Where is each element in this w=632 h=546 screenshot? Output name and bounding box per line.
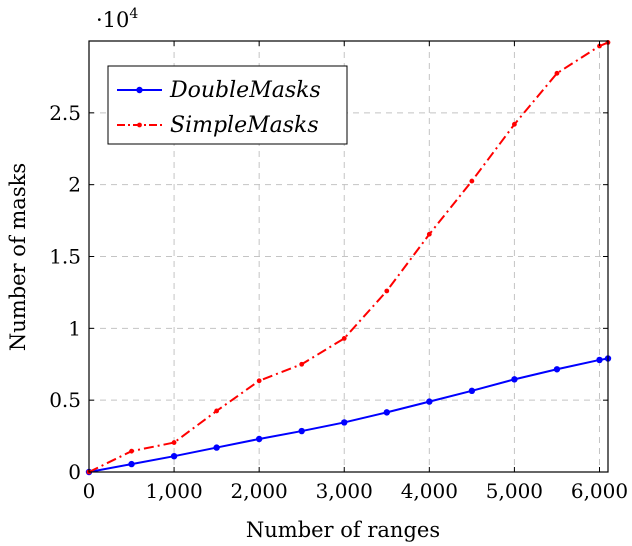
y-scale-base: ·10 xyxy=(96,8,129,32)
data-point-doublemasks xyxy=(170,452,178,460)
data-point-simplemasks xyxy=(214,408,220,414)
data-point-doublemasks xyxy=(468,387,476,395)
data-point-doublemasks xyxy=(255,435,263,443)
data-point-doublemasks xyxy=(596,356,603,364)
data-point-simplemasks xyxy=(554,70,560,76)
y-scale-factor: ·104 xyxy=(96,6,138,32)
x-tick-label: 4,000 xyxy=(401,479,458,503)
data-point-simplemasks xyxy=(341,335,347,341)
y-tick-label: 2.5 xyxy=(49,101,81,125)
data-point-simplemasks xyxy=(171,440,177,445)
data-point-doublemasks xyxy=(553,366,561,373)
x-tick-label: 2,000 xyxy=(231,479,288,503)
data-point-simplemasks xyxy=(256,378,262,384)
legend-label-simplemasks: SimpleMasks xyxy=(170,113,319,138)
x-tick-label: 0 xyxy=(83,479,96,503)
y-scale-exponent: 4 xyxy=(129,6,138,22)
data-point-doublemasks xyxy=(511,376,518,383)
legend: DoubleMasks SimpleMasks xyxy=(107,65,348,145)
x-tick-label: 6,000 xyxy=(571,479,628,503)
legend-marker-doublemasks xyxy=(136,86,143,94)
x-tick-label: 5,000 xyxy=(486,479,543,503)
data-point-simplemasks xyxy=(597,43,602,49)
x-tick-label: 1,000 xyxy=(145,479,202,503)
y-tick-label: 2 xyxy=(68,173,81,197)
legend-box xyxy=(107,65,348,145)
data-point-simplemasks xyxy=(299,361,305,367)
legend-marker-simplemasks xyxy=(137,122,142,128)
data-point-simplemasks xyxy=(129,448,134,454)
data-point-doublemasks xyxy=(128,460,135,468)
data-point-simplemasks xyxy=(512,121,517,127)
y-tick-label: 0.5 xyxy=(49,388,81,412)
y-tick-label: 1 xyxy=(68,316,81,340)
data-point-doublemasks xyxy=(341,419,348,426)
data-point-doublemasks xyxy=(426,398,433,405)
legend-item-doublemasks: DoubleMasks xyxy=(117,78,321,103)
legend-label-doublemasks: DoubleMasks xyxy=(169,78,321,103)
data-point-doublemasks xyxy=(383,409,390,416)
series-line-simplemasks xyxy=(88,41,609,473)
x-tick-label: 3,000 xyxy=(316,479,373,503)
y-axis-label: Number of masks xyxy=(6,163,30,351)
series-doublemasks xyxy=(85,355,612,476)
x-axis-label: Number of ranges xyxy=(246,518,440,542)
axis-ticks: 0 1,000 2,000 3,000 4,000 5,000 6,000 0 0.5 1 1.5 2… xyxy=(49,41,628,503)
legend-item-simplemasks: SimpleMasks xyxy=(117,113,319,138)
y-tick-label: 0 xyxy=(68,460,81,484)
data-point-doublemasks xyxy=(298,427,305,435)
plot-series xyxy=(85,40,612,476)
series-simplemasks xyxy=(86,40,611,475)
data-point-simplemasks xyxy=(384,288,390,294)
series-line-doublemasks xyxy=(88,357,609,473)
data-point-doublemasks xyxy=(213,444,220,451)
y-tick-label: 1.5 xyxy=(49,245,81,269)
data-point-simplemasks xyxy=(426,231,432,237)
data-point-simplemasks xyxy=(469,178,475,184)
